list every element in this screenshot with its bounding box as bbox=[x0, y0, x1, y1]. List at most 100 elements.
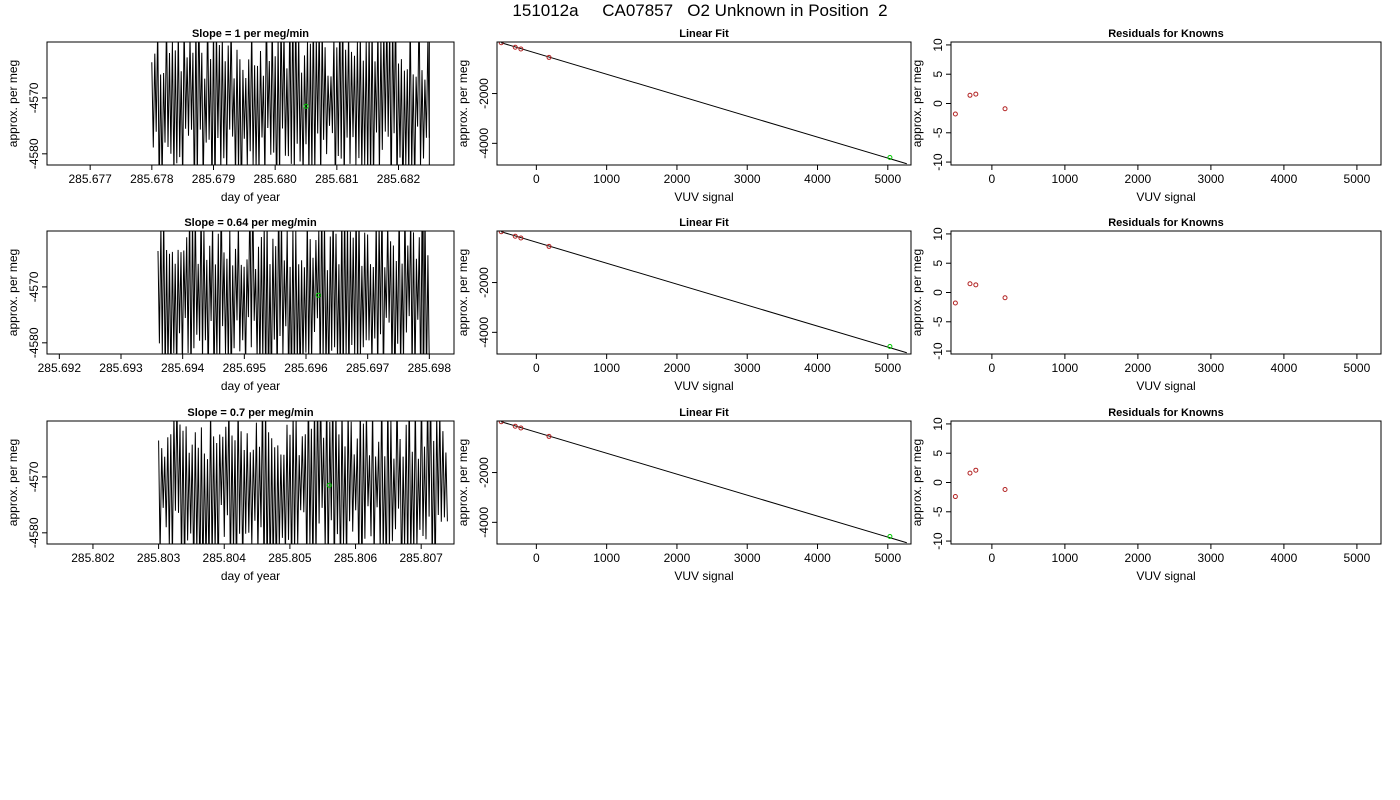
plot-frame bbox=[46, 41, 455, 166]
known-point bbox=[512, 423, 518, 429]
panel-title: Slope = 0.64 per meg/min bbox=[184, 217, 317, 229]
drift-trace bbox=[151, 42, 430, 165]
y-tick-label: -2000 bbox=[477, 267, 491, 298]
known-point bbox=[518, 425, 524, 431]
y-tick-label: -4570 bbox=[27, 461, 41, 492]
x-tick-label: 5000 bbox=[1344, 361, 1371, 375]
unknown-point bbox=[887, 155, 893, 161]
x-axis-label: day of year bbox=[221, 190, 280, 204]
x-tick-label: 1000 bbox=[593, 172, 620, 186]
x-tick-label: 285.692 bbox=[38, 361, 82, 375]
residual-point bbox=[973, 467, 979, 473]
x-tick-label: 285.693 bbox=[99, 361, 143, 375]
known-point bbox=[546, 54, 552, 60]
chart-panel-3: Residuals for Knowns 0 1000 2000 3000 4000 500… bbox=[910, 28, 1382, 204]
x-tick-label: 285.802 bbox=[71, 551, 115, 565]
y-axis-label: approx. per meg bbox=[910, 249, 924, 336]
y-tick-label: 5 bbox=[931, 450, 945, 457]
x-tick-label: 285.680 bbox=[253, 172, 297, 186]
plot-area bbox=[498, 42, 907, 165]
y-tick-label: -10 bbox=[931, 342, 945, 360]
x-tick-label: 2000 bbox=[664, 172, 691, 186]
plot-area bbox=[952, 467, 1008, 500]
fit-line bbox=[501, 231, 907, 354]
x-tick-label: 5000 bbox=[1344, 551, 1371, 565]
x-tick-label: 285.682 bbox=[377, 172, 421, 186]
unknown-point bbox=[887, 534, 893, 540]
x-tick-label: 4000 bbox=[804, 172, 831, 186]
x-tick-label: 3000 bbox=[734, 172, 761, 186]
y-tick-label: -4000 bbox=[477, 128, 491, 159]
unknown-marker bbox=[326, 482, 332, 488]
residual-point bbox=[973, 282, 979, 288]
x-tick-label: 285.695 bbox=[223, 361, 267, 375]
x-tick-label: 3000 bbox=[1198, 172, 1225, 186]
residual-point bbox=[1002, 295, 1008, 301]
known-point bbox=[512, 233, 518, 239]
plot-area bbox=[498, 231, 907, 354]
x-axis-label: VUV signal bbox=[674, 569, 733, 583]
chart-panel-2: Linear Fit 0 1000 2000 3000 4000 5000 -2000 -400… bbox=[456, 28, 912, 204]
chart-panel-1: Slope = 1 per meg/min 285.677 285.678 285.6… bbox=[6, 28, 455, 204]
x-tick-label: 285.803 bbox=[137, 551, 181, 565]
known-point bbox=[498, 42, 504, 46]
chart-panel-9: Residuals for Knowns 0 1000 2000 3000 4000 500… bbox=[910, 407, 1382, 583]
residual-point bbox=[952, 300, 958, 306]
y-axis-label: approx. per meg bbox=[456, 60, 470, 147]
panel-title: Slope = 0.7 per meg/min bbox=[187, 407, 314, 419]
x-tick-label: 2000 bbox=[664, 551, 691, 565]
x-tick-label: 4000 bbox=[1271, 551, 1298, 565]
y-tick-label: -2000 bbox=[477, 457, 491, 488]
plot-area bbox=[952, 91, 1008, 117]
residual-point bbox=[952, 111, 958, 117]
x-tick-label: 0 bbox=[533, 551, 540, 565]
plot-frame bbox=[950, 41, 1382, 166]
y-tick-label: 10 bbox=[931, 417, 945, 431]
x-tick-label: 285.806 bbox=[334, 551, 378, 565]
x-tick-label: 285.677 bbox=[68, 172, 112, 186]
x-tick-label: 1000 bbox=[1052, 172, 1079, 186]
x-tick-label: 3000 bbox=[734, 551, 761, 565]
y-tick-label: -5 bbox=[931, 506, 945, 517]
x-tick-label: 0 bbox=[989, 172, 996, 186]
y-tick-label: 0 bbox=[931, 100, 945, 107]
x-tick-label: 1000 bbox=[593, 551, 620, 565]
known-point bbox=[546, 433, 552, 439]
y-tick-label: 5 bbox=[931, 71, 945, 78]
x-axis-label: day of year bbox=[221, 569, 280, 583]
x-tick-label: 4000 bbox=[1271, 172, 1298, 186]
drift-trace bbox=[157, 231, 430, 354]
x-tick-label: 0 bbox=[533, 172, 540, 186]
residual-point bbox=[1002, 487, 1008, 493]
x-tick-label: 4000 bbox=[804, 361, 831, 375]
known-point bbox=[498, 421, 504, 425]
x-tick-label: 285.805 bbox=[268, 551, 312, 565]
panel-title: Residuals for Knowns bbox=[1108, 28, 1224, 40]
plot-area bbox=[952, 281, 1008, 306]
panel-title: Linear Fit bbox=[679, 217, 729, 229]
x-tick-label: 285.697 bbox=[346, 361, 390, 375]
y-tick-label: -4570 bbox=[27, 271, 41, 302]
y-tick-label: 0 bbox=[931, 479, 945, 486]
y-tick-label: -10 bbox=[931, 153, 945, 171]
y-axis-label: approx. per meg bbox=[910, 60, 924, 147]
y-tick-label: -4580 bbox=[27, 327, 41, 358]
residual-point bbox=[967, 92, 973, 98]
known-point bbox=[512, 44, 518, 50]
panel-title: Residuals for Knowns bbox=[1108, 217, 1224, 229]
chart-panel-4: Slope = 0.64 per meg/min 285.692 285.693 28… bbox=[6, 217, 455, 393]
unknown-point bbox=[887, 344, 893, 350]
y-tick-label: -10 bbox=[931, 532, 945, 550]
y-axis-label: approx. per meg bbox=[6, 249, 20, 336]
x-tick-label: 285.698 bbox=[408, 361, 452, 375]
x-axis-label: VUV signal bbox=[1136, 379, 1195, 393]
plot-area bbox=[158, 421, 448, 544]
y-axis-label: approx. per meg bbox=[910, 439, 924, 526]
y-tick-label: -4580 bbox=[27, 138, 41, 169]
x-tick-label: 0 bbox=[989, 551, 996, 565]
x-tick-label: 5000 bbox=[874, 172, 901, 186]
fit-line bbox=[501, 421, 907, 544]
residual-point bbox=[1002, 106, 1008, 112]
x-tick-label: 285.694 bbox=[161, 361, 205, 375]
